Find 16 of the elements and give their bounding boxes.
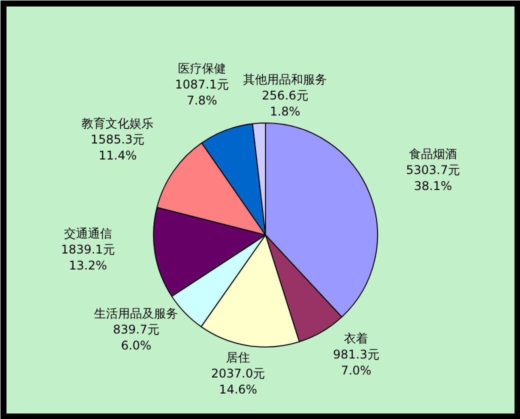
slice-label: 生活用品及服务 <box>94 306 178 320</box>
slice-label: 其他用品和服务 <box>243 72 328 86</box>
slice-label: 交通通信 <box>64 226 112 241</box>
data-label: 2037.0元 14.6% <box>211 366 266 396</box>
data-label: 1087.1元 7.8% <box>174 78 229 108</box>
data-label: 5303.7元 38.1% <box>406 163 460 194</box>
data-label: 1585.3元 11.4% <box>90 132 145 162</box>
slice-label: 食品烟酒 <box>409 147 458 162</box>
slice-label: 教育文化娱乐 <box>82 116 154 130</box>
slice-label: 医疗保健 <box>178 62 226 76</box>
slice-label: 衣着 <box>344 332 368 346</box>
data-label: 981.3元 7.0% <box>333 348 380 378</box>
data-label: 839.7元 6.0% <box>113 322 160 352</box>
data-label: 1839.1元 13.2% <box>60 242 115 273</box>
slice-label: 居住 <box>226 350 250 364</box>
data-label: 256.6元 1.8% <box>262 88 308 118</box>
